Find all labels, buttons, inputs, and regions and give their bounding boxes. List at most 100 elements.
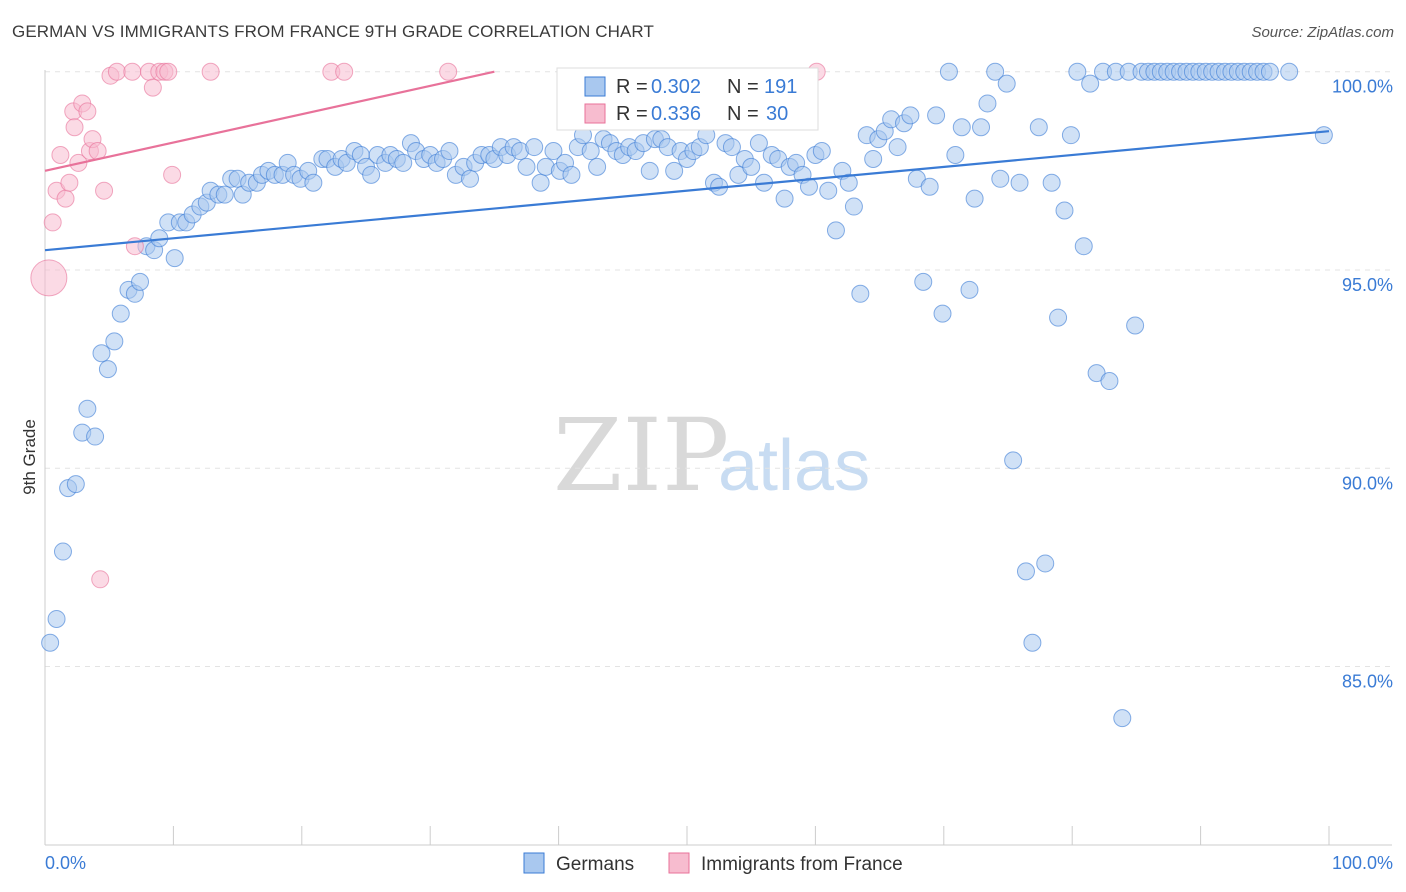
data-point — [95, 181, 114, 200]
data-point — [1061, 126, 1080, 145]
data-point — [1010, 173, 1029, 192]
gridlines — [45, 71, 1392, 668]
data-point — [91, 570, 110, 589]
data-point — [53, 542, 72, 561]
data-point — [394, 153, 413, 172]
data-point — [812, 142, 831, 161]
data-point — [107, 62, 126, 81]
data-point — [1023, 633, 1042, 652]
data-point — [946, 146, 965, 164]
data-point — [775, 189, 794, 208]
bottom-legend-swatch-germans — [523, 852, 545, 874]
data-point — [939, 62, 958, 81]
bottom-legend-germans: Germans — [556, 854, 634, 875]
data-point — [78, 399, 97, 418]
legend-r-value-france: 0.336 — [651, 103, 701, 125]
axes — [44, 70, 1392, 846]
watermark-atlas: atlas — [718, 426, 870, 506]
series-germans — [41, 62, 1333, 728]
data-point — [997, 74, 1016, 93]
data-point — [665, 161, 684, 180]
data-point — [43, 213, 62, 232]
data-point — [1126, 316, 1145, 335]
data-point — [844, 197, 863, 216]
data-point — [98, 360, 117, 379]
data-point — [920, 177, 939, 196]
data-point — [986, 62, 1005, 81]
bottom-legend-swatch-france — [668, 852, 690, 874]
data-point — [1004, 451, 1023, 470]
data-point — [562, 165, 581, 184]
legend-n-value-france: 30 — [766, 103, 788, 125]
data-point — [1029, 118, 1048, 137]
data-point — [439, 62, 458, 81]
source-credit: Source: ZipAtlas.com — [1251, 24, 1394, 41]
data-point — [588, 157, 607, 176]
data-point — [1049, 308, 1068, 327]
data-point — [461, 169, 480, 188]
data-point — [41, 633, 60, 652]
x-tick-label-min: 0.0% — [45, 853, 86, 873]
x-tick-label-max: 100.0% — [1332, 853, 1393, 873]
data-point — [965, 189, 984, 208]
trend-line — [44, 70, 495, 172]
y-tick-labels: 85.0% 90.0% 95.0% 100.0% — [1332, 77, 1393, 692]
legend-swatch-france — [584, 103, 606, 124]
data-point — [927, 106, 946, 125]
data-point — [362, 165, 381, 184]
data-point — [1280, 62, 1299, 81]
data-point — [335, 62, 354, 81]
data-point — [56, 189, 75, 208]
legend-r-label-france: R = — [616, 103, 648, 125]
data-point — [1042, 173, 1061, 192]
data-point — [742, 157, 761, 176]
data-point — [517, 157, 536, 176]
data-point — [123, 62, 142, 81]
trend-lines — [44, 70, 1330, 252]
data-point — [960, 280, 979, 299]
data-point — [933, 304, 952, 323]
data-point — [105, 332, 124, 351]
data-point — [864, 149, 883, 168]
data-point — [531, 173, 550, 192]
data-point — [1113, 709, 1132, 728]
data-point — [729, 165, 748, 184]
data-point — [1068, 62, 1087, 81]
data-point — [30, 259, 68, 297]
data-point — [51, 146, 70, 164]
data-point — [143, 78, 162, 97]
y-tick-label: 85.0% — [1342, 672, 1393, 692]
data-point — [163, 165, 182, 184]
watermark-zip: ZIP — [553, 397, 729, 514]
data-point — [440, 142, 459, 161]
legend-n-label-germans: N = — [727, 76, 759, 98]
data-point — [86, 427, 105, 446]
y-tick-label: 90.0% — [1342, 473, 1393, 493]
data-point — [581, 142, 600, 161]
legend-r-value-germans: 0.302 — [651, 76, 701, 98]
y-tick-label: 95.0% — [1342, 275, 1393, 295]
data-point — [304, 173, 323, 192]
data-point — [525, 138, 544, 157]
data-point — [901, 106, 920, 125]
data-point — [952, 118, 971, 137]
data-point — [1260, 62, 1279, 81]
data-point — [78, 102, 97, 121]
data-point — [92, 344, 111, 363]
data-point — [826, 221, 845, 240]
correlation-legend: R = 0.302 N = 191 R = 0.336 N = 30 — [556, 67, 819, 131]
data-point — [1036, 554, 1055, 573]
data-point — [914, 272, 933, 291]
data-point — [65, 118, 84, 137]
trend-line — [44, 130, 1330, 252]
data-point — [722, 138, 741, 157]
data-point — [165, 249, 184, 268]
y-tick-label: 100.0% — [1332, 77, 1393, 97]
data-point — [215, 185, 234, 204]
data-point — [60, 173, 79, 192]
series-immigrants-from-france — [30, 62, 826, 589]
data-point — [131, 272, 150, 291]
data-point — [159, 62, 178, 81]
data-point — [972, 118, 991, 137]
